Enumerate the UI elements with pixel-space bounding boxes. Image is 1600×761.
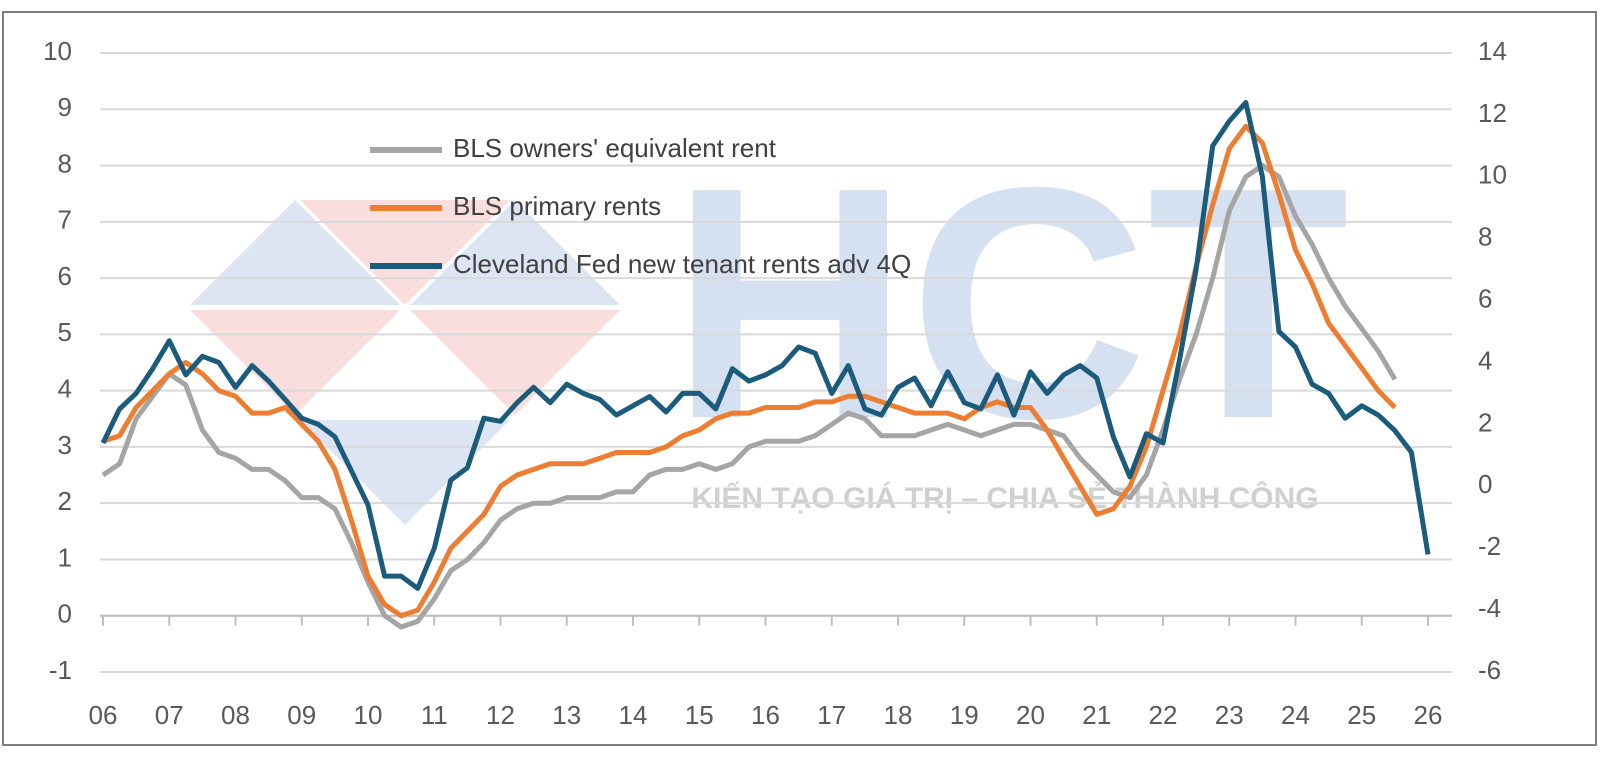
x-tick-label: 11: [421, 700, 448, 730]
x-tick-label: 16: [751, 700, 780, 730]
x-tick-label: 22: [1149, 700, 1178, 730]
x-tick-label: 25: [1347, 700, 1376, 730]
legend-label: BLS primary rents: [453, 191, 661, 221]
y-tick-label: 0: [58, 599, 72, 629]
y-tick-label: 4: [58, 374, 72, 404]
x-tick-label: 19: [950, 700, 979, 730]
y-tick-label: 8: [58, 148, 72, 178]
y-tick-label: 6: [58, 261, 72, 291]
y-tick-label: 1: [58, 542, 72, 572]
x-tick-label: 13: [552, 700, 581, 730]
x-tick-label: 12: [486, 700, 515, 730]
series-line: [100, 100, 1431, 591]
series-line: [101, 163, 1398, 630]
y-tick-label: -1: [49, 655, 72, 685]
y2-tick-label: 6: [1478, 283, 1492, 313]
x-tick-label: 18: [884, 700, 913, 730]
x-tick-label: 14: [619, 700, 648, 730]
watermark-slogan: KIẾN TẠO GIÁ TRỊ – CHIA SẺ THÀNH CÔNG: [691, 481, 1318, 515]
y2-tick-label: -6: [1478, 655, 1501, 685]
x-tick-label: 23: [1215, 700, 1244, 730]
x-tick-label: 15: [685, 700, 714, 730]
y2-tick-label: 4: [1478, 345, 1492, 375]
x-tick-label: 06: [89, 700, 118, 730]
y2-tick-label: 10: [1478, 160, 1507, 190]
legend: BLS owners' equivalent rent BLS primary r…: [370, 133, 911, 279]
x-tick-label: 26: [1414, 700, 1443, 730]
y2-tick-label: 0: [1478, 469, 1492, 499]
x-tick-label: 10: [354, 700, 383, 730]
y2-tick-label: 8: [1478, 222, 1492, 252]
y2-tick-label: -4: [1478, 593, 1501, 623]
x-tick-label: 08: [221, 700, 250, 730]
series-line: [102, 123, 1397, 619]
y2-tick-label: 12: [1478, 98, 1507, 128]
y-tick-label: 3: [58, 430, 72, 460]
x-tick-label: 20: [1016, 700, 1045, 730]
y-tick-label: 10: [43, 36, 72, 66]
y-tick-label: 9: [58, 92, 72, 122]
legend-label: Cleveland Fed new tenant rents adv 4Q: [453, 249, 911, 279]
x-tick-label: 09: [287, 700, 316, 730]
y2-tick-label: 2: [1478, 407, 1492, 437]
y2-tick-label: -2: [1478, 531, 1501, 561]
x-tick-label: 07: [155, 700, 184, 730]
x-tick-label: 17: [817, 700, 846, 730]
y-tick-label: 5: [58, 317, 72, 347]
y-tick-label: 2: [58, 486, 72, 516]
y-tick-label: 7: [58, 205, 72, 235]
legend-label: BLS owners' equivalent rent: [453, 133, 777, 163]
lines: [100, 100, 1431, 630]
y2-tick-label: 14: [1478, 36, 1507, 66]
x-tick-label: 21: [1082, 700, 1111, 730]
x-tick-label: 24: [1281, 700, 1310, 730]
